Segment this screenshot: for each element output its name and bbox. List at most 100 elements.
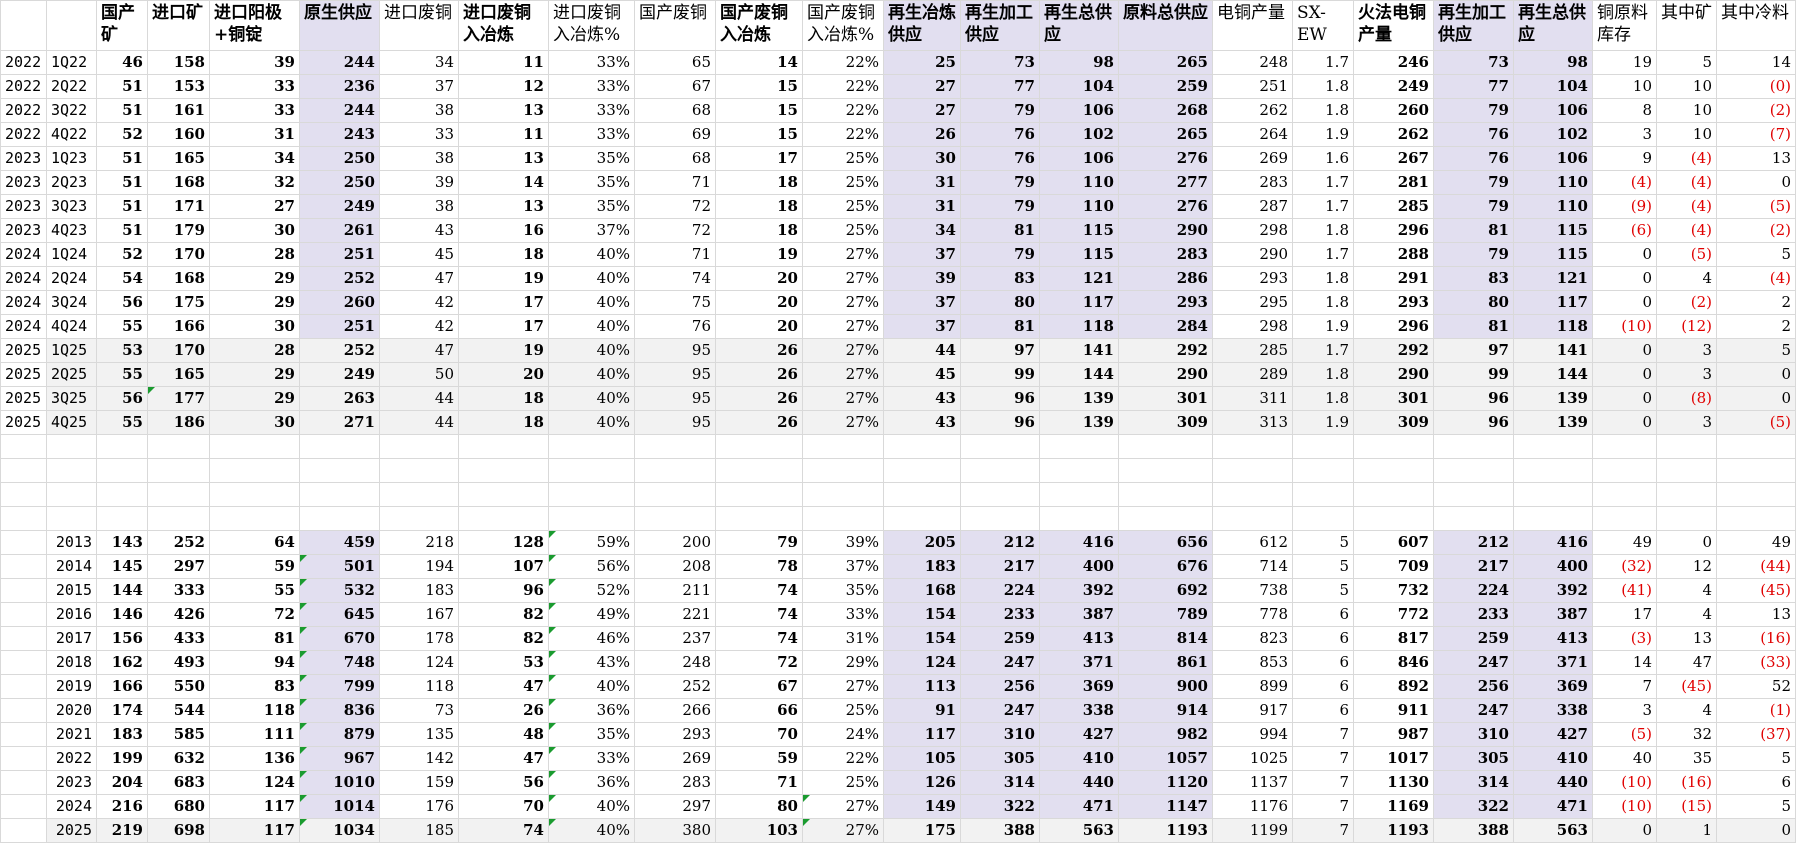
- year-cell[interactable]: 26: [458, 698, 549, 723]
- year-cell[interactable]: 14: [1592, 650, 1657, 675]
- year-cell[interactable]: 836: [299, 698, 380, 723]
- year-cell[interactable]: 1034: [299, 818, 380, 843]
- quarter-cell[interactable]: 32: [209, 170, 300, 195]
- quarter-cell[interactable]: 39: [209, 50, 300, 75]
- quarter-cell[interactable]: 262: [1353, 122, 1434, 147]
- empty-cell[interactable]: [46, 434, 97, 459]
- quarter-cell[interactable]: 251: [299, 314, 380, 339]
- quarter-cell[interactable]: (4): [1656, 146, 1717, 171]
- quarter-cell[interactable]: 27%: [802, 266, 884, 291]
- empty-cell[interactable]: [209, 458, 300, 483]
- empty-cell[interactable]: [960, 506, 1040, 531]
- year-cell[interactable]: (44): [1716, 554, 1796, 579]
- quarter-cell[interactable]: 79: [960, 194, 1040, 219]
- quarter-cell[interactable]: 19: [1592, 50, 1657, 75]
- year-cell[interactable]: 56: [458, 770, 549, 795]
- year-cell[interactable]: 2015: [46, 578, 97, 603]
- quarter-cell[interactable]: 313: [1212, 410, 1293, 435]
- quarter-cell[interactable]: 3: [1592, 122, 1657, 147]
- year-cell[interactable]: 237: [634, 626, 716, 651]
- quarter-cell[interactable]: 248: [1212, 50, 1293, 75]
- quarter-cell[interactable]: 309: [1118, 410, 1213, 435]
- year-cell[interactable]: 305: [960, 746, 1040, 771]
- quarter-cell[interactable]: 97: [960, 338, 1040, 363]
- quarter-cell[interactable]: 33%: [548, 122, 635, 147]
- year-cell[interactable]: 56%: [548, 554, 635, 579]
- year-cell[interactable]: 2021: [46, 722, 97, 747]
- quarter-cell[interactable]: 1.7: [1292, 242, 1354, 267]
- year-cell[interactable]: 183: [379, 578, 459, 603]
- year-cell[interactable]: 283: [634, 770, 716, 795]
- year-cell[interactable]: 266: [634, 698, 716, 723]
- quarter-cell[interactable]: 2024: [0, 314, 47, 339]
- quarter-cell[interactable]: 69: [634, 122, 716, 147]
- quarter-cell[interactable]: 1Q25: [46, 338, 97, 363]
- quarter-cell[interactable]: 2Q24: [46, 266, 97, 291]
- year-cell[interactable]: 532: [299, 578, 380, 603]
- quarter-cell[interactable]: 38: [379, 194, 459, 219]
- quarter-cell[interactable]: 20: [715, 266, 803, 291]
- year-cell[interactable]: 433: [147, 626, 210, 651]
- empty-cell[interactable]: [802, 482, 884, 507]
- quarter-cell[interactable]: 250: [299, 146, 380, 171]
- year-cell[interactable]: 247: [960, 698, 1040, 723]
- year-cell[interactable]: 29%: [802, 650, 884, 675]
- quarter-cell[interactable]: 285: [1212, 338, 1293, 363]
- column-header[interactable]: SX-EW: [1292, 0, 1354, 51]
- year-cell[interactable]: 66: [715, 698, 803, 723]
- year-cell[interactable]: 269: [634, 746, 716, 771]
- quarter-cell[interactable]: 2024: [0, 266, 47, 291]
- quarter-cell[interactable]: 141: [1039, 338, 1119, 363]
- year-cell[interactable]: 13: [1716, 602, 1796, 627]
- quarter-cell[interactable]: 3: [1656, 410, 1717, 435]
- year-cell[interactable]: 607: [1353, 530, 1434, 555]
- quarter-cell[interactable]: 166: [147, 314, 210, 339]
- year-cell[interactable]: 1169: [1353, 794, 1434, 819]
- year-cell[interactable]: [0, 530, 47, 555]
- year-cell[interactable]: 322: [960, 794, 1040, 819]
- quarter-cell[interactable]: 28: [209, 338, 300, 363]
- year-cell[interactable]: 371: [1039, 650, 1119, 675]
- quarter-cell[interactable]: 27: [209, 194, 300, 219]
- quarter-cell[interactable]: 17: [458, 314, 549, 339]
- year-cell[interactable]: 40%: [548, 818, 635, 843]
- quarter-cell[interactable]: 95: [634, 362, 716, 387]
- quarter-cell[interactable]: 286: [1118, 266, 1213, 291]
- year-cell[interactable]: 2019: [46, 674, 97, 699]
- year-cell[interactable]: 459: [299, 530, 380, 555]
- quarter-cell[interactable]: (4): [1716, 266, 1796, 291]
- quarter-cell[interactable]: 4Q24: [46, 314, 97, 339]
- quarter-cell[interactable]: 71: [634, 170, 716, 195]
- year-cell[interactable]: 178: [379, 626, 459, 651]
- empty-cell[interactable]: [96, 482, 148, 507]
- empty-cell[interactable]: [46, 482, 97, 507]
- year-cell[interactable]: 247: [1433, 650, 1514, 675]
- quarter-cell[interactable]: 22%: [802, 50, 884, 75]
- quarter-cell[interactable]: 244: [299, 50, 380, 75]
- quarter-cell[interactable]: 30: [209, 314, 300, 339]
- year-cell[interactable]: 40: [1592, 746, 1657, 771]
- year-cell[interactable]: 36%: [548, 698, 635, 723]
- column-header[interactable]: 原生供应: [299, 0, 380, 51]
- year-cell[interactable]: 388: [960, 818, 1040, 843]
- quarter-cell[interactable]: 260: [299, 290, 380, 315]
- year-cell[interactable]: 67: [715, 674, 803, 699]
- year-cell[interactable]: 544: [147, 698, 210, 723]
- quarter-cell[interactable]: 0: [1716, 386, 1796, 411]
- quarter-cell[interactable]: 106: [1513, 98, 1593, 123]
- year-cell[interactable]: 392: [1513, 578, 1593, 603]
- year-cell[interactable]: 59: [209, 554, 300, 579]
- empty-cell[interactable]: [96, 458, 148, 483]
- quarter-cell[interactable]: 26: [715, 386, 803, 411]
- quarter-cell[interactable]: 2: [1716, 290, 1796, 315]
- year-cell[interactable]: 17: [1592, 602, 1657, 627]
- year-cell[interactable]: 333: [147, 578, 210, 603]
- year-cell[interactable]: 154: [883, 602, 961, 627]
- year-cell[interactable]: 1147: [1118, 794, 1213, 819]
- year-cell[interactable]: 1057: [1118, 746, 1213, 771]
- year-cell[interactable]: 46%: [548, 626, 635, 651]
- quarter-cell[interactable]: 4Q23: [46, 218, 97, 243]
- year-cell[interactable]: 738: [1212, 578, 1293, 603]
- quarter-cell[interactable]: 2024: [0, 290, 47, 315]
- quarter-cell[interactable]: 71: [634, 242, 716, 267]
